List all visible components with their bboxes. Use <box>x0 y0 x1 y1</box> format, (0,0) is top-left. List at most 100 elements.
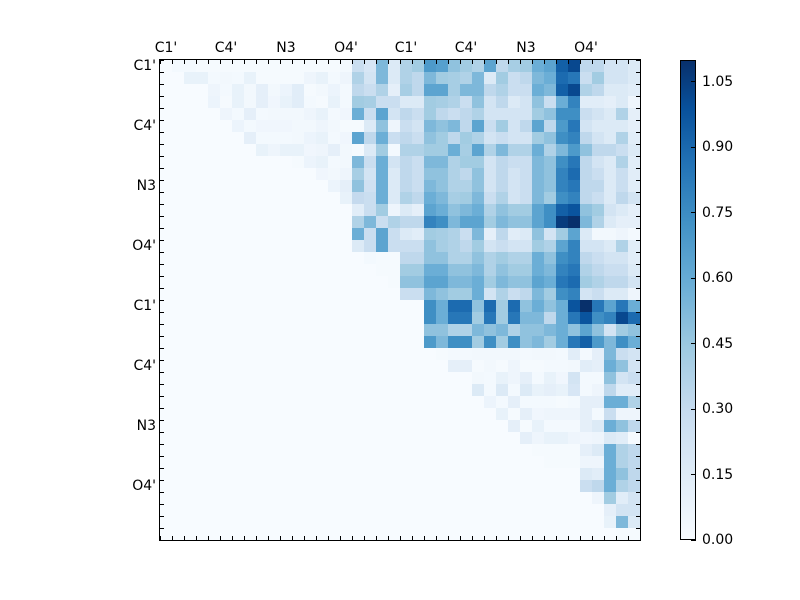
heatmap-cell <box>268 204 280 216</box>
x-tick-mark <box>267 536 269 540</box>
heatmap-cell <box>556 480 568 492</box>
heatmap-cell <box>220 180 232 192</box>
heatmap-cell <box>388 504 400 516</box>
heatmap-cell <box>244 420 256 432</box>
heatmap-cell <box>268 324 280 336</box>
heatmap-cell <box>412 132 424 144</box>
heatmap-cell <box>328 504 340 516</box>
heatmap-cell <box>412 336 424 348</box>
heatmap-cell <box>352 204 364 216</box>
heatmap-cell <box>592 204 604 216</box>
heatmap-cell <box>400 168 412 180</box>
heatmap-cell <box>628 132 640 144</box>
heatmap-cell <box>424 156 436 168</box>
heatmap-cell <box>208 120 220 132</box>
heatmap-cell <box>280 108 292 120</box>
heatmap-cell <box>172 408 184 420</box>
heatmap-cell <box>412 180 424 192</box>
heatmap-cell <box>412 216 424 228</box>
heatmap-cell <box>244 312 256 324</box>
x-tick-mark <box>351 60 353 64</box>
heatmap-cell <box>520 192 532 204</box>
heatmap-cell <box>424 120 436 132</box>
heatmap-cell <box>448 108 460 120</box>
heatmap-cell <box>436 264 448 276</box>
heatmap-cell <box>268 480 280 492</box>
heatmap-cell <box>472 180 484 192</box>
heatmap-cell <box>172 480 184 492</box>
heatmap-cell <box>628 516 640 528</box>
heatmap-cell <box>244 324 256 336</box>
heatmap-cell <box>448 240 460 252</box>
heatmap-cell <box>352 348 364 360</box>
y-tick-mark <box>160 167 164 169</box>
heatmap-cell <box>508 240 520 252</box>
heatmap-cell <box>316 132 328 144</box>
heatmap-cell <box>532 156 544 168</box>
heatmap-cell <box>292 204 304 216</box>
heatmap-cell <box>616 408 628 420</box>
heatmap-cell <box>280 372 292 384</box>
heatmap-cell <box>352 408 364 420</box>
heatmap-cell <box>244 492 256 504</box>
colorbar-tick-mark <box>691 277 696 279</box>
heatmap-cell <box>208 132 220 144</box>
x-tick-mark <box>339 536 341 540</box>
heatmap-cell <box>184 120 196 132</box>
heatmap-cell <box>424 216 436 228</box>
y-tick-mark <box>636 335 640 337</box>
heatmap-cell <box>304 144 316 156</box>
x-tick-mark <box>387 536 389 540</box>
x-tick-mark <box>447 536 449 540</box>
heatmap-cell <box>256 144 268 156</box>
heatmap-cell <box>628 168 640 180</box>
x-tick-mark <box>387 60 389 64</box>
heatmap-cell <box>196 60 208 72</box>
heatmap-cell <box>496 108 508 120</box>
heatmap-cell <box>352 264 364 276</box>
heatmap-cell <box>400 420 412 432</box>
heatmap-cell <box>232 216 244 228</box>
heatmap-cell <box>316 312 328 324</box>
heatmap-cell <box>280 504 292 516</box>
heatmap-cell <box>280 432 292 444</box>
heatmap-cell <box>352 156 364 168</box>
heatmap-cell <box>580 228 592 240</box>
y-tick-mark <box>636 407 640 409</box>
heatmap-cell <box>352 168 364 180</box>
heatmap-cell <box>460 360 472 372</box>
heatmap-cell <box>256 348 268 360</box>
y-tick-mark <box>636 131 640 133</box>
heatmap-cell <box>520 180 532 192</box>
colorbar-tick-label: 0.30 <box>702 401 734 418</box>
heatmap-cell <box>316 456 328 468</box>
heatmap-cell <box>256 420 268 432</box>
heatmap-cell <box>532 72 544 84</box>
heatmap-cell <box>232 72 244 84</box>
heatmap-cell <box>604 264 616 276</box>
heatmap-cell <box>544 336 556 348</box>
heatmap-cell <box>292 348 304 360</box>
y-tick-mark <box>636 467 640 469</box>
heatmap-cell <box>628 156 640 168</box>
heatmap-cell <box>496 300 508 312</box>
heatmap-cell <box>616 252 628 264</box>
heatmap-cell <box>568 324 580 336</box>
heatmap-cell <box>400 504 412 516</box>
heatmap-cell <box>328 516 340 528</box>
heatmap-cell <box>172 468 184 480</box>
heatmap-cell <box>316 72 328 84</box>
heatmap-cell <box>424 84 436 96</box>
heatmap-cell <box>568 336 580 348</box>
y-tick-mark <box>160 443 164 445</box>
heatmap-cell <box>592 156 604 168</box>
heatmap-cell <box>568 96 580 108</box>
heatmap-cell <box>376 408 388 420</box>
heatmap-cell <box>340 336 352 348</box>
heatmap-cell <box>412 348 424 360</box>
heatmap-cell <box>220 468 232 480</box>
heatmap-cell <box>496 156 508 168</box>
heatmap-cell <box>256 336 268 348</box>
heatmap-cell <box>388 60 400 72</box>
heatmap-cell <box>352 336 364 348</box>
